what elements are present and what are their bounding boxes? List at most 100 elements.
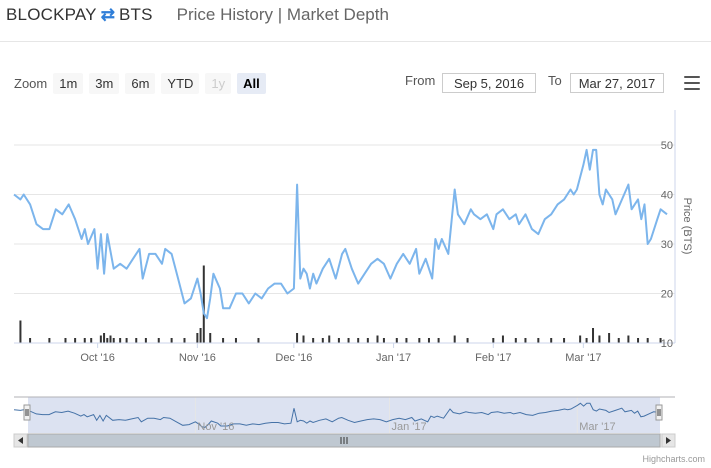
zoom-all-button[interactable]: All — [237, 73, 266, 94]
volume-bar — [302, 335, 305, 343]
grid-lines — [14, 144, 675, 344]
volume-bar — [646, 338, 649, 343]
volume-bar — [312, 338, 315, 343]
volume-bar — [119, 338, 122, 343]
volume-bar — [170, 338, 173, 343]
navigator-mask — [28, 397, 660, 433]
volume-bar — [598, 335, 601, 343]
volume-bar — [427, 338, 430, 343]
volume-bar — [112, 338, 115, 343]
volume-bars — [19, 265, 662, 343]
volume-bar — [637, 338, 640, 343]
y-tick-label: 50 — [661, 140, 673, 152]
volume-bar — [257, 338, 260, 343]
volume-bar — [157, 338, 160, 343]
chart-menu-icon[interactable] — [684, 76, 700, 94]
volume-bar — [296, 333, 299, 343]
zoom-6m-button[interactable]: 6m — [125, 73, 156, 94]
volume-bar — [48, 338, 51, 343]
swap-icon[interactable]: ⇄ — [100, 5, 115, 24]
chart-credit[interactable]: Highcharts.com — [642, 454, 705, 464]
from-date-input[interactable]: Sep 5, 2016 — [442, 73, 536, 93]
to-date-value: Mar 27, 2017 — [578, 75, 656, 91]
quote-asset: BTS — [118, 5, 153, 24]
volume-bar — [492, 338, 495, 343]
volume-bar — [99, 335, 102, 343]
zoom-selector: Zoom 1m 3m 6m YTD 1y All — [14, 73, 272, 94]
volume-bar — [376, 335, 379, 343]
volume-bar — [337, 338, 340, 343]
to-label: To — [548, 73, 562, 88]
navigator-tick-label: Jan '17 — [392, 421, 427, 433]
navigator[interactable]: Nov '16 Jan '17 Mar '17 — [13, 396, 675, 433]
navigator-right-handle[interactable] — [655, 404, 663, 421]
volume-bar — [83, 338, 86, 343]
volume-bar — [563, 338, 566, 343]
volume-bar — [234, 338, 237, 343]
x-tick-label: Oct '16 — [80, 352, 115, 364]
view-links[interactable]: Price History | Market Depth — [176, 5, 389, 24]
x-tick-label: Nov '16 — [179, 352, 216, 364]
volume-bar — [466, 338, 469, 343]
volume-bar — [501, 335, 504, 343]
volume-bar — [453, 335, 456, 343]
zoom-1m-button[interactable]: 1m — [53, 73, 84, 94]
y-tick-label: 40 — [661, 189, 673, 201]
volume-bar — [347, 338, 350, 343]
volume-bar — [579, 335, 582, 343]
navigator-labels: Nov '16 Jan '17 Mar '17 — [197, 421, 615, 433]
x-tick-label: Feb '17 — [475, 352, 511, 364]
volume-bar — [357, 338, 360, 343]
volume-bar — [382, 338, 385, 343]
x-tick-label: Dec '16 — [275, 352, 312, 364]
volume-bar — [125, 338, 128, 343]
volume-bar — [627, 335, 630, 343]
volume-bar — [537, 338, 540, 343]
y-axis-title: Price (BTS) — [681, 198, 693, 255]
volume-bar — [106, 338, 109, 343]
y-tick-label: 20 — [661, 288, 673, 300]
volume-bar — [74, 338, 77, 343]
page-header: BLOCKPAY ⇄ BTS Price History | Market De… — [6, 4, 389, 26]
navigator-tick-label: Nov '16 — [197, 421, 234, 433]
volume-bar — [222, 338, 225, 343]
volume-bar — [437, 338, 440, 343]
volume-bar — [135, 338, 138, 343]
y-tick-label: 10 — [661, 338, 673, 350]
volume-bar — [90, 338, 93, 343]
volume-bar — [585, 338, 588, 343]
volume-bar — [514, 338, 517, 343]
zoom-ytd-button[interactable]: YTD — [161, 73, 200, 94]
volume-bar — [550, 338, 553, 343]
base-asset: BLOCKPAY — [6, 5, 97, 24]
volume-bar — [659, 338, 662, 343]
from-label: From — [405, 73, 436, 88]
navigator-left-handle[interactable] — [23, 404, 31, 421]
price-line — [13, 148, 668, 320]
volume-bar — [328, 335, 331, 343]
volume-bar — [64, 338, 67, 343]
volume-bar — [199, 328, 202, 343]
arrow-left-icon — [18, 437, 23, 444]
volume-bar — [209, 333, 212, 343]
y-axis-labels: 10 20 30 40 50 — [661, 140, 673, 350]
volume-bar — [395, 338, 398, 343]
zoom-3m-button[interactable]: 3m — [89, 73, 120, 94]
navigator-grid — [194, 397, 578, 433]
scrollbar[interactable] — [13, 433, 676, 448]
x-axis-labels: Oct '16 Nov '16 Dec '16 Jan '17 Feb '17 Mar '… — [80, 343, 602, 364]
navigator-tick-label: Mar '17 — [579, 421, 615, 433]
volume-bar — [321, 338, 324, 343]
navigator-line — [13, 402, 661, 428]
volume-bar — [405, 338, 408, 343]
x-tick-label: Mar '17 — [565, 352, 601, 364]
from-date-value: Sep 5, 2016 — [453, 75, 525, 91]
to-date-input[interactable]: Mar 27, 2017 — [570, 73, 664, 93]
volume-bar — [109, 335, 112, 343]
y-tick-label: 30 — [661, 239, 673, 251]
zoom-1y-button[interactable]: 1y — [205, 73, 232, 94]
volume-bar — [202, 265, 205, 343]
volume-bar — [29, 338, 32, 343]
volume-bar — [196, 333, 199, 343]
volume-bar — [103, 333, 106, 343]
